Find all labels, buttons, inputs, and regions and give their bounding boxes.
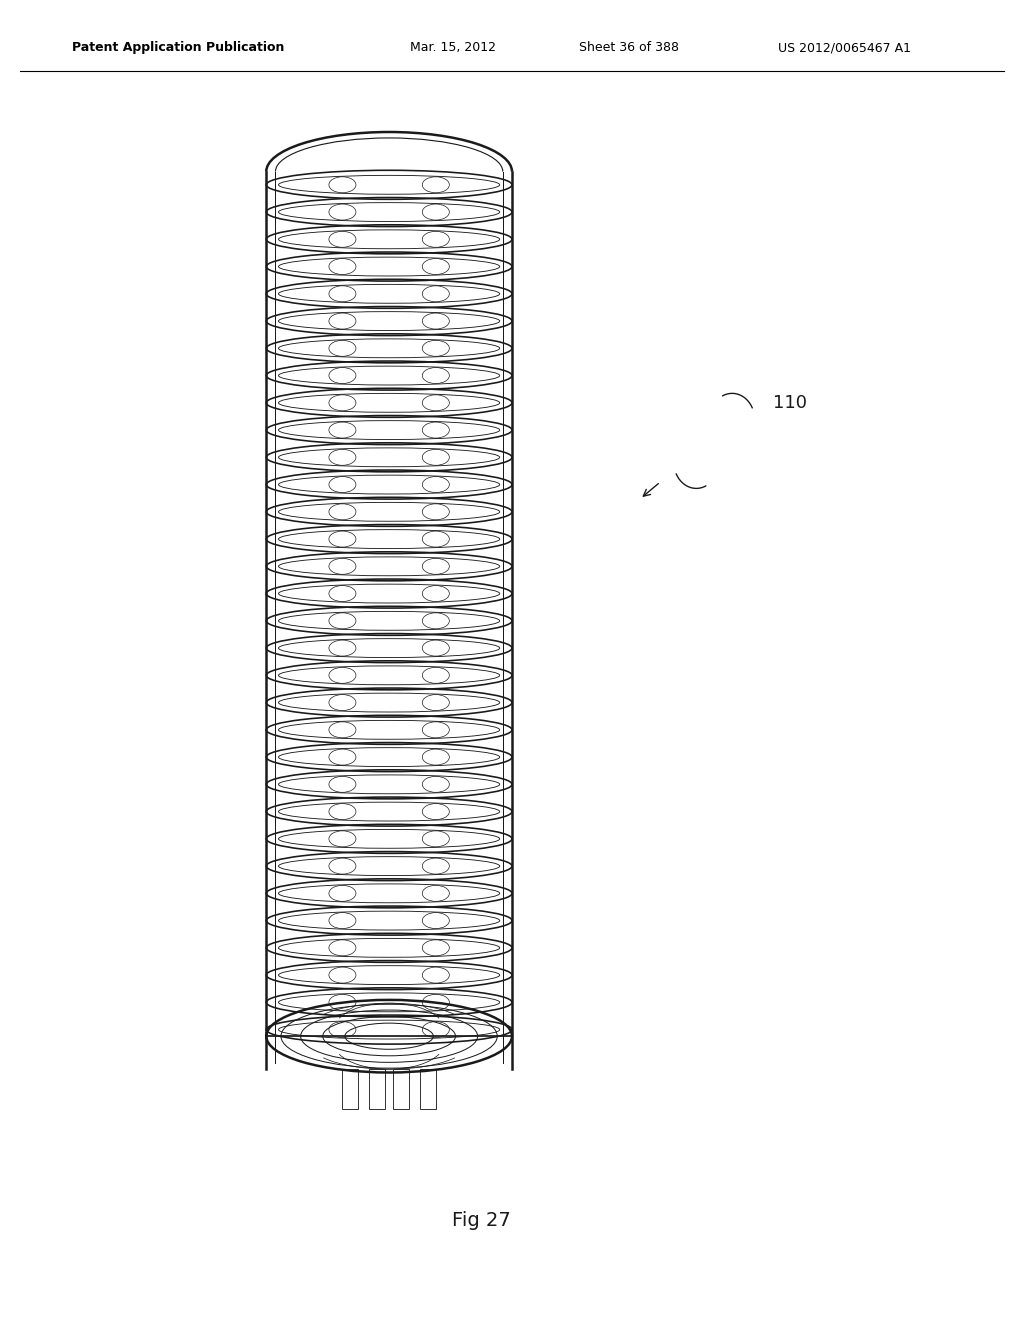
Bar — [393, 1069, 410, 1109]
Bar — [369, 1069, 385, 1109]
Text: Patent Application Publication: Patent Application Publication — [72, 41, 284, 54]
Text: 110: 110 — [773, 393, 807, 412]
Bar — [421, 1069, 436, 1109]
Text: Sheet 36 of 388: Sheet 36 of 388 — [579, 41, 679, 54]
Text: Fig 27: Fig 27 — [452, 1212, 511, 1230]
Bar — [342, 1069, 357, 1109]
Text: US 2012/0065467 A1: US 2012/0065467 A1 — [778, 41, 911, 54]
Text: Mar. 15, 2012: Mar. 15, 2012 — [410, 41, 496, 54]
